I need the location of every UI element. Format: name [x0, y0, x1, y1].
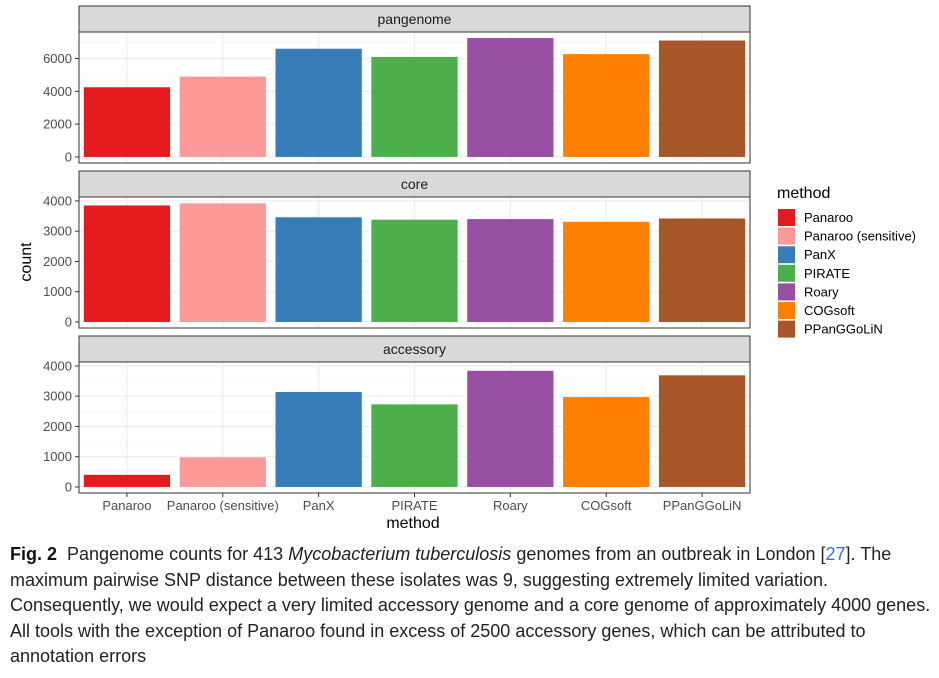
bar-core-6	[563, 221, 650, 322]
legend-key	[778, 209, 795, 226]
legend-key	[778, 283, 795, 301]
bar-pangenome-7	[658, 40, 746, 157]
x-tick-label: Panaroo (sensitive)	[167, 498, 279, 513]
bar-core-2	[179, 203, 266, 322]
y-tick-label: 3000	[43, 389, 72, 404]
facet-panels: pangenome 0 2000 4000 6000 core 0 1000 2000 3000 4…	[43, 5, 751, 494]
bar-pangenome-5	[467, 38, 554, 157]
faceted-bar-chart: pangenome 0 2000 4000 6000 core 0 1000 2000 3000 4…	[18, 5, 916, 532]
x-tick-label: Panaroo	[102, 498, 151, 513]
caption-text-after: ]. The maximum pairwise SNP distance bet…	[10, 544, 931, 666]
y-tick-label: 2000	[43, 117, 72, 132]
legend-label: PIRATE	[804, 266, 850, 281]
legend-title: method	[777, 185, 830, 202]
y-tick-label: 1000	[43, 284, 72, 299]
bar-core-4	[371, 219, 458, 322]
caption-species: Mycobacterium tuberculosis	[288, 544, 512, 564]
legend-key	[778, 227, 795, 245]
bar-pangenome-4	[371, 56, 458, 157]
legend-label: PanX	[804, 247, 836, 262]
figure-caption: Fig. 2 Pangenome counts for 413 Mycobact…	[10, 542, 935, 670]
bar-accessory-4	[371, 404, 458, 487]
legend-key	[778, 320, 795, 338]
bar-accessory-1	[83, 474, 171, 487]
x-axis-title: method	[386, 515, 439, 532]
legend-items: Panaroo Panaroo (sensitive) PanX PIRATE Roar…	[778, 209, 916, 338]
bar-accessory-2	[179, 457, 266, 487]
x-tick-label: PanX	[303, 498, 335, 513]
bar-pangenome-3	[275, 48, 362, 157]
caption-text-before: Pangenome counts for 413	[67, 544, 284, 564]
y-tick-label: 1000	[43, 449, 72, 464]
facet-core: core 0 1000 2000 3000 4000	[43, 170, 751, 329]
legend: method Panaroo Panaroo (sensitive) PanX PIR…	[777, 185, 916, 338]
caption-reference-link[interactable]: 27	[825, 544, 846, 564]
y-tick-label: 2000	[43, 419, 72, 434]
bar-accessory-5	[467, 370, 554, 487]
bar-core-7	[658, 218, 746, 322]
bar-core-3	[275, 217, 362, 322]
y-tick-label: 2000	[43, 254, 72, 269]
plot-panel-border	[78, 31, 751, 164]
facet-strip	[78, 335, 751, 363]
legend-label: Roary	[804, 284, 839, 299]
facet-strip-label: core	[401, 176, 428, 192]
y-axis-title: count	[18, 242, 35, 282]
y-tick-label: 0	[65, 149, 72, 164]
facet-strip-label: pangenome	[378, 11, 452, 27]
y-tick-label: 4000	[43, 84, 72, 99]
x-axis: Panaroo Panaroo (sensitive) PanX PIRATE Roar…	[102, 493, 741, 513]
caption-text-mid: genomes from an outbreak in London [	[516, 544, 826, 564]
bar-pangenome-1	[83, 87, 171, 157]
bar-accessory-3	[275, 391, 362, 487]
y-tick-label: 4000	[43, 358, 72, 373]
x-tick-label: PPanGGoLiN	[663, 498, 742, 513]
y-tick-label: 0	[65, 479, 72, 494]
y-tick-label: 6000	[43, 51, 72, 66]
plot-panel-border	[78, 196, 751, 329]
x-tick-label: Roary	[493, 498, 528, 513]
y-tick-label: 3000	[43, 224, 72, 239]
legend-label: COGsoft	[804, 303, 855, 318]
bar-accessory-6	[563, 397, 650, 487]
legend-key	[778, 264, 795, 282]
facet-strip	[78, 5, 751, 33]
facet-strip-label: accessory	[383, 341, 446, 357]
bar-core-1	[83, 205, 171, 322]
facet-pangenome: pangenome 0 2000 4000 6000	[43, 5, 751, 164]
legend-key	[778, 246, 795, 264]
legend-label: Panaroo (sensitive)	[804, 229, 916, 244]
x-tick-label: PIRATE	[392, 498, 438, 513]
bar-pangenome-2	[179, 76, 266, 157]
legend-key	[778, 302, 795, 319]
bar-pangenome-6	[563, 54, 650, 157]
legend-label: Panaroo	[804, 210, 853, 225]
x-tick-label: COGsoft	[581, 498, 632, 513]
facet-strip	[78, 170, 751, 198]
facet-accessory: accessory 0 1000 2000 3000 4000	[43, 335, 751, 494]
caption-label: Fig. 2	[10, 544, 58, 564]
bar-core-5	[467, 219, 554, 322]
legend-label: PPanGGoLiN	[804, 322, 883, 337]
y-tick-label: 4000	[43, 193, 72, 208]
bar-accessory-7	[658, 375, 746, 487]
y-tick-label: 0	[65, 314, 72, 329]
